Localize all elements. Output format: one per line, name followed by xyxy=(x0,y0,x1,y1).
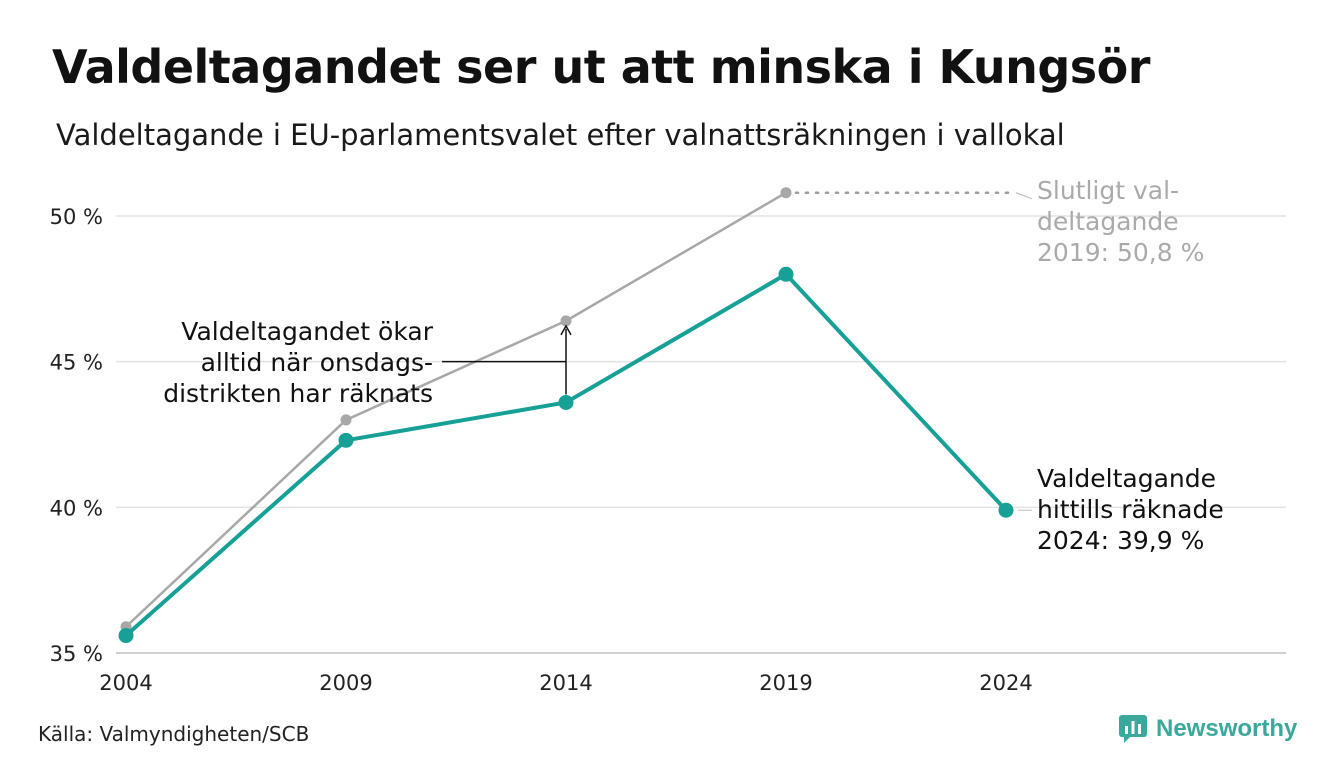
data-point-counted xyxy=(558,394,574,410)
x-tick-label: 2009 xyxy=(319,671,372,695)
x-tick-label: 2014 xyxy=(539,671,592,695)
annotation-final-2019: Slutligt val-deltagande 2019: 50,8 % xyxy=(1037,176,1204,267)
x-tick-label: 2004 xyxy=(99,671,152,695)
data-point-counted xyxy=(118,628,134,644)
data-point-final xyxy=(780,187,792,199)
y-tick-label: 35 % xyxy=(50,642,103,666)
y-tick-label: 40 % xyxy=(50,496,103,520)
y-tick-label: 50 % xyxy=(50,205,103,229)
brand-name: Newsworthy xyxy=(1156,715,1298,742)
data-point-counted xyxy=(998,502,1014,518)
chart-title: Valdeltagandet ser ut att minska i Kungs… xyxy=(52,40,1150,94)
data-point-final xyxy=(340,414,352,426)
annotation-tick-final xyxy=(1015,192,1033,200)
chart-subtitle: Valdeltagande i EU-parlamentsvalet efter… xyxy=(56,118,1065,152)
brand-logo: Newsworthy xyxy=(1118,714,1297,744)
annotation-gap-2014: Valdeltagandet ökar alltid när onsdags-di… xyxy=(163,317,433,408)
bar-chart-icon xyxy=(1119,715,1147,743)
annotation-arrowhead xyxy=(560,324,572,336)
data-point-counted xyxy=(778,266,794,282)
data-point-final xyxy=(560,315,572,327)
x-tick-label: 2019 xyxy=(759,671,812,695)
annotation-counted-2024: Valdeltagande hittills räknade 2024: 39,9 … xyxy=(1037,464,1224,555)
y-tick-label: 45 % xyxy=(50,351,103,375)
x-tick-label: 2024 xyxy=(979,671,1032,695)
source-note: Källa: Valmyndigheten/SCB xyxy=(38,722,310,746)
data-point-counted xyxy=(338,432,354,448)
series-line-final xyxy=(125,191,787,628)
